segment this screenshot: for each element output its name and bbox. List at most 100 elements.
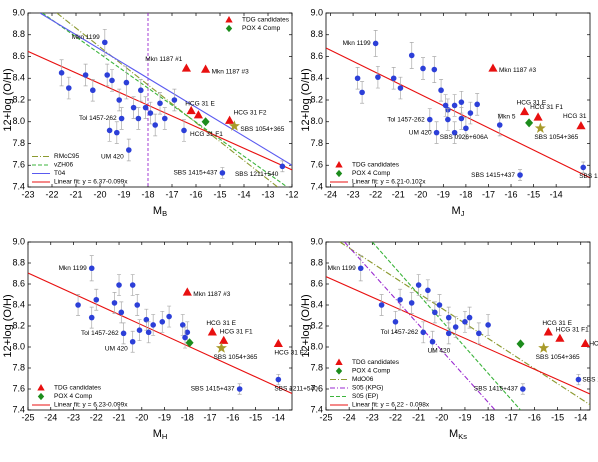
x-tick-label: -24 (324, 189, 337, 199)
point (93, 296, 100, 303)
x-tick-label: -24 (343, 412, 356, 422)
y-tick-label: 8.4 (12, 73, 25, 83)
point (123, 79, 130, 86)
point (517, 172, 523, 178)
y-tick-label: 8.4 (12, 299, 25, 309)
legend-label: Linear fit: y = 6.21-0.102x (352, 179, 426, 186)
star-point (228, 120, 240, 131)
fit-line (56, 13, 278, 187)
legend-label: vZH06 (54, 162, 74, 169)
x-tick-label: -13 (261, 189, 274, 199)
y-tick-label: 7.8 (12, 138, 25, 148)
point-label: Tol 1457-262 (381, 329, 419, 336)
point-label: Tol 1457-262 (387, 116, 425, 123)
x-tick-label: -20 (135, 412, 148, 422)
point (102, 39, 108, 46)
point (426, 116, 433, 123)
point (438, 87, 444, 94)
y-tick-label: 9.0 (310, 236, 323, 246)
legend-swatch (225, 24, 233, 33)
triangle-point (201, 64, 211, 73)
point (425, 287, 431, 294)
legend-swatch (37, 392, 45, 401)
y-tick-label: 8.2 (12, 94, 25, 104)
point (118, 309, 125, 316)
y-tick-label: 8.0 (310, 341, 323, 351)
point (118, 115, 125, 122)
point-label: HCG 31 E (206, 320, 236, 327)
point-label: Mkn 1187 #3 (212, 68, 249, 75)
x-axis-label-main: M (153, 205, 162, 217)
diamond-point (516, 339, 525, 349)
point (166, 313, 172, 320)
plot-area (326, 242, 590, 410)
point (442, 102, 449, 109)
x-tick-label: -17 (505, 412, 518, 422)
point-label: HCG 31 F2 (274, 350, 307, 357)
x-tick-label: -23 (366, 412, 379, 422)
y-tick-label: 8.8 (310, 29, 323, 39)
x-axis-label-subscript: J (461, 209, 465, 218)
y-tick-label: 7.4 (310, 404, 323, 414)
point (445, 330, 452, 337)
y-tick-label: 8.8 (310, 257, 323, 267)
x-axis-label-subscript: H (162, 432, 167, 441)
y-tick-label: 7.6 (310, 383, 323, 393)
point-label: Tol 1457-262 (81, 330, 119, 337)
point (116, 282, 122, 288)
point-label: HCG 31 F2 (234, 109, 267, 116)
point (130, 104, 137, 111)
legend-label: MdO06 (352, 376, 374, 383)
point-label: SBS 1054+365 (213, 354, 257, 361)
point (433, 129, 440, 136)
y-tick-label: 8.4 (310, 73, 323, 83)
legend-label: Linear fit: y = 6.22 - 0.098x (352, 402, 430, 409)
point-label: HCG 3 (589, 341, 598, 348)
point-label: SBS 1211+540 (274, 385, 318, 392)
triangle-point (181, 63, 191, 72)
point (75, 302, 81, 308)
point (445, 314, 452, 321)
x-axis-label: MH (153, 428, 168, 441)
point (129, 282, 136, 288)
point-label: Mkn 1199 (59, 265, 87, 272)
point (463, 125, 469, 132)
legend-label: POX 4 Comp (242, 25, 281, 32)
x-tick-label: -14 (550, 189, 563, 199)
fit-line (371, 242, 521, 410)
panel: -23 -22 -21 -20 -19 -18 -17 -16 -15 -14 -13 -12 7.4 7… (2, 7, 299, 218)
y-tick-label: 8.2 (12, 320, 25, 330)
point (408, 300, 415, 306)
x-tick-label: -15 (249, 412, 262, 422)
point (429, 338, 436, 345)
point (109, 77, 115, 84)
x-tick-label: -22 (45, 189, 58, 199)
point (134, 302, 141, 308)
point (375, 74, 381, 80)
point (279, 163, 286, 170)
x-tick-label: -25 (21, 412, 34, 422)
point (458, 115, 465, 122)
point-label: HCG 31 F1 (190, 131, 223, 138)
x-tick-label: -15 (551, 412, 564, 422)
point (520, 386, 526, 392)
x-tick-label: -16 (189, 189, 202, 199)
point (390, 75, 397, 82)
triangle-point (533, 112, 543, 121)
x-tick-label: -16 (505, 189, 518, 199)
point (88, 314, 95, 321)
triangle-point (182, 287, 192, 296)
x-tick-label: -17 (165, 189, 178, 199)
point (357, 265, 364, 272)
point-label: Mkn 1199 (343, 40, 371, 47)
triangle-point (488, 63, 498, 72)
point (397, 296, 403, 303)
x-tick-label: -20 (93, 189, 106, 199)
x-tick-label: -24 (44, 412, 57, 422)
point-label: HCG 31 (563, 113, 587, 120)
point (476, 330, 482, 337)
point (462, 319, 468, 325)
panel: -24 -23 -22 -21 -20 -19 -18 -17 -16 -15 -14 7.4 7.6 7… (300, 7, 598, 218)
